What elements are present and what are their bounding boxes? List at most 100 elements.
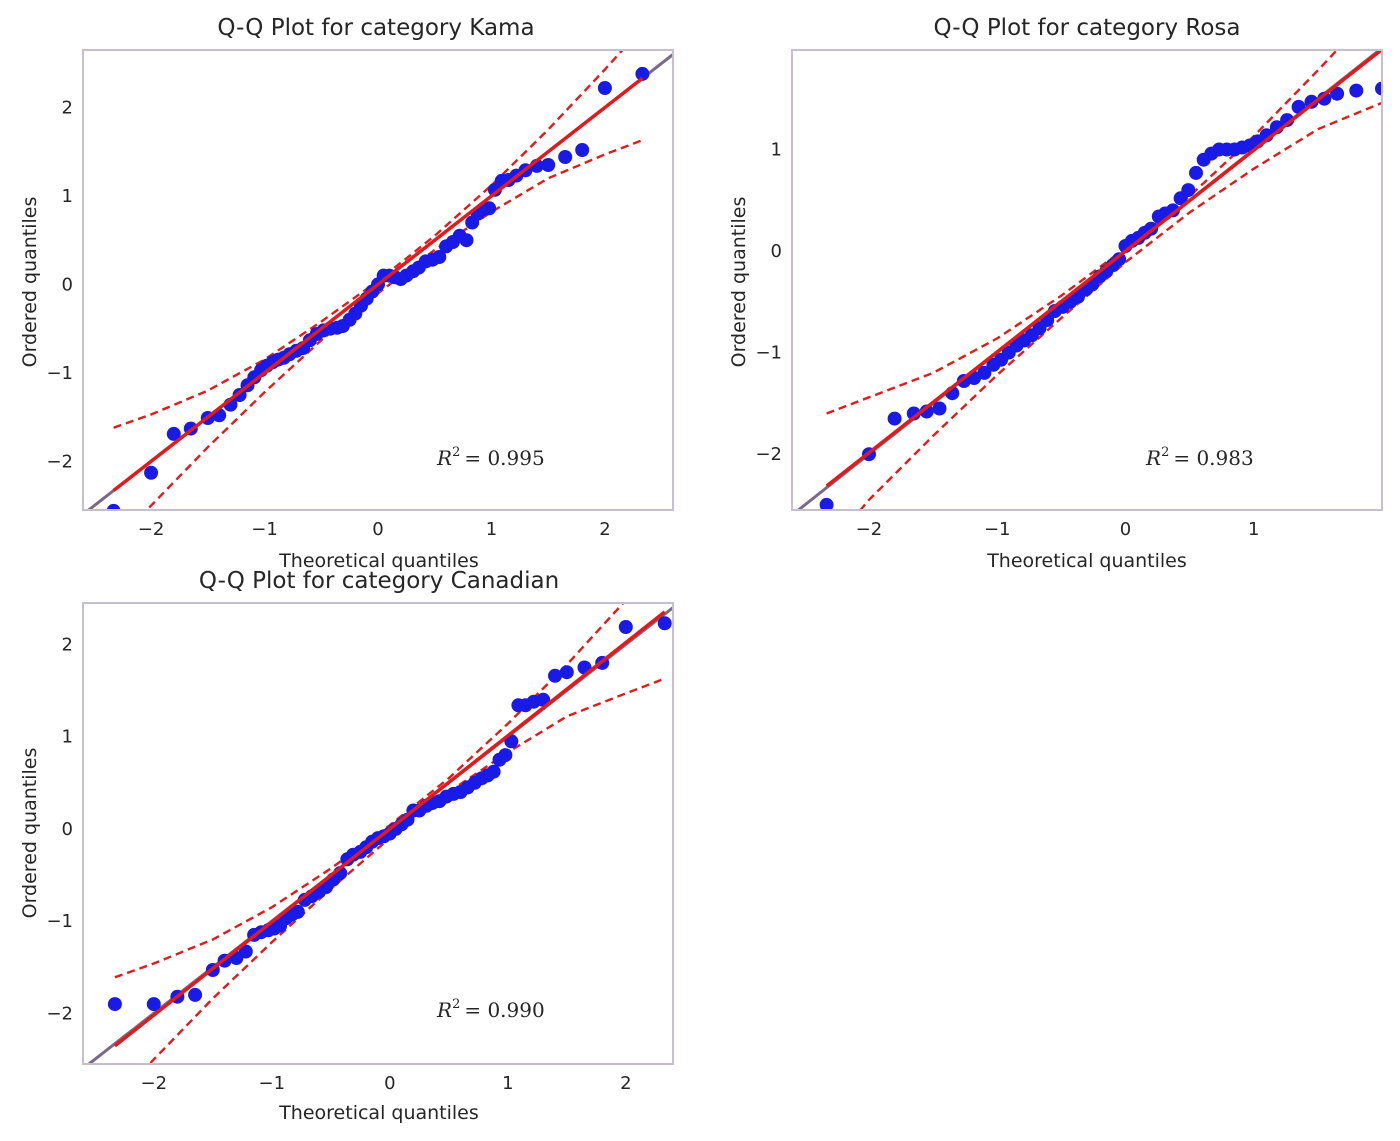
x-tick-label: −2	[138, 519, 165, 540]
qq-point	[1330, 86, 1345, 101]
qq-point	[1181, 183, 1196, 198]
x-axis-label: Theoretical quantiles	[278, 1102, 479, 1124]
qq-point	[906, 406, 921, 421]
qq-point	[486, 764, 501, 779]
confidence-band-lower	[145, 139, 643, 510]
x-tick-label: 0	[1120, 519, 1131, 540]
y-tick-label: 1	[62, 186, 73, 207]
plot-area	[86, 603, 673, 1064]
qq-point	[1317, 91, 1332, 106]
reference-line	[795, 50, 1382, 510]
qq-panel-canadian: Q-Q Plot for category Canadian Theoretic…	[19, 568, 674, 1124]
qq-point	[548, 668, 562, 683]
qq-point	[541, 158, 556, 172]
qq-point	[1304, 94, 1319, 109]
qq-point	[657, 616, 672, 631]
y-tick-label: 1	[62, 727, 73, 748]
y-tick-label: −1	[755, 343, 782, 364]
qq-point	[146, 997, 161, 1012]
r-squared-value: = 0.995	[464, 446, 544, 470]
x-tick-label: 0	[372, 519, 383, 540]
qq-point	[618, 620, 633, 634]
y-tick-label: 2	[62, 98, 73, 119]
qq-panel-kama: Q-Q Plot for category Kama Theoretical q…	[19, 15, 674, 572]
r-squared-exponent: 2	[452, 445, 460, 460]
qq-point	[107, 997, 122, 1012]
qq-point	[559, 665, 574, 680]
r-squared-value: = 0.990	[464, 998, 544, 1022]
r-squared-symbol: R	[1145, 446, 1161, 470]
x-tick-label: 1	[486, 519, 497, 540]
qq-point	[575, 143, 590, 157]
qq-point	[558, 150, 573, 164]
qq-point	[932, 401, 947, 416]
qq-point	[106, 503, 121, 510]
qq-panel-rosa: Q-Q Plot for category Rosa Theoretical q…	[728, 15, 1383, 572]
x-tick-label: 2	[599, 519, 610, 540]
qq-point	[166, 426, 181, 441]
fit-line	[825, 50, 1382, 488]
x-tick-label: −2	[141, 1073, 168, 1094]
qq-point	[887, 411, 902, 426]
y-tick-label: 2	[62, 634, 73, 655]
r-squared-annotation: R2 = 0.983	[1145, 445, 1254, 470]
qq-point	[1375, 81, 1382, 96]
x-tick-label: −2	[856, 519, 883, 540]
plot-frame	[82, 602, 674, 1065]
r-squared-symbol: R	[436, 446, 452, 470]
fit-line	[112, 76, 644, 492]
confidence-band-upper	[114, 603, 625, 979]
r-squared-symbol: R	[436, 998, 452, 1022]
confidence-band-lower	[858, 101, 1382, 510]
plot-area	[795, 50, 1382, 510]
confidence-band-upper	[826, 50, 1339, 415]
y-tick-label: −1	[46, 911, 73, 932]
qq-point	[1165, 203, 1180, 218]
y-tick-label: 0	[62, 819, 73, 840]
x-tick-label: −1	[984, 519, 1011, 540]
qq-point	[819, 497, 834, 510]
r-squared-annotation: R2 = 0.995	[436, 445, 545, 470]
qq-point	[977, 365, 992, 380]
qq-point	[1112, 252, 1127, 267]
x-tick-label: −1	[251, 519, 278, 540]
confidence-band-upper	[113, 50, 625, 429]
chart-title: Q-Q Plot for category Kama	[217, 15, 534, 41]
qq-point	[1349, 83, 1364, 98]
qq-point	[432, 250, 447, 264]
plot-frame	[791, 49, 1383, 511]
y-tick-label: 0	[62, 274, 73, 295]
qq-point	[290, 904, 305, 919]
y-tick-label: −2	[755, 444, 782, 465]
qq-point	[1280, 113, 1295, 128]
r-squared-annotation: R2 = 0.990	[436, 997, 545, 1022]
x-tick-label: 2	[620, 1073, 631, 1094]
qq-point	[238, 944, 253, 959]
chart-title: Q-Q Plot for category Canadian	[199, 568, 559, 594]
x-tick-label: 1	[1248, 519, 1259, 540]
x-axis-label: Theoretical quantiles	[278, 550, 479, 572]
y-tick-label: 1	[771, 140, 782, 161]
x-tick-label: 1	[502, 1073, 513, 1094]
qq-point	[597, 81, 612, 95]
y-axis-label: Ordered quantiles	[19, 748, 41, 919]
qq-point	[188, 987, 203, 1002]
y-tick-label: −1	[46, 363, 73, 384]
fit-line	[113, 610, 666, 1048]
plot-frame	[82, 49, 674, 511]
chart-title: Q-Q Plot for category Rosa	[934, 15, 1241, 41]
y-tick-label: −2	[46, 451, 73, 472]
y-tick-label: −2	[46, 1003, 73, 1024]
y-tick-label: 0	[771, 241, 782, 262]
qq-point	[635, 66, 650, 81]
qq-point	[498, 748, 513, 763]
y-axis-label: Ordered quantiles	[728, 197, 750, 368]
qq-point	[1189, 165, 1203, 180]
r-squared-exponent: 2	[452, 997, 460, 1012]
qq-point	[459, 233, 474, 248]
qq-point	[144, 465, 159, 480]
r-squared-value: = 0.983	[1173, 446, 1253, 470]
plot-area	[86, 50, 673, 510]
y-axis-label: Ordered quantiles	[19, 197, 41, 368]
